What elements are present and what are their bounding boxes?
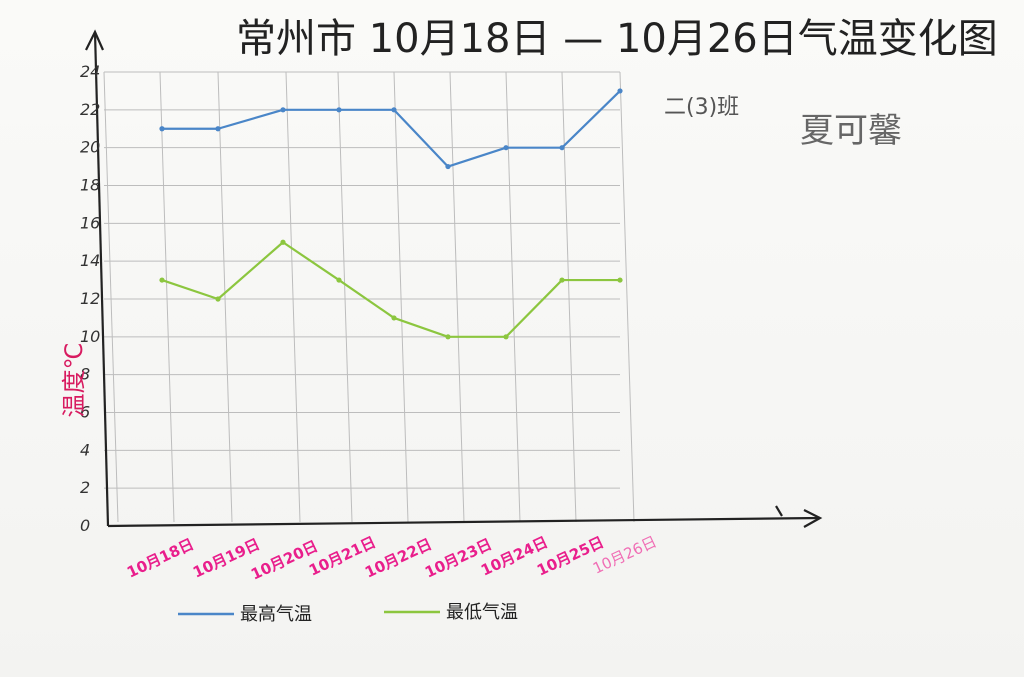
series-lines bbox=[159, 88, 623, 340]
y-tick-label: 6 bbox=[80, 403, 90, 422]
x-axis-arrow bbox=[803, 509, 823, 528]
legend: 最高气温 最低气温 bbox=[178, 602, 518, 625]
data-point bbox=[445, 163, 451, 170]
data-point bbox=[280, 239, 286, 245]
data-point bbox=[503, 334, 509, 340]
grid-line-vertical bbox=[619, 71, 635, 523]
grid-line-vertical bbox=[103, 71, 119, 523]
data-point bbox=[445, 334, 451, 340]
data-point bbox=[391, 107, 397, 113]
data-point bbox=[503, 145, 509, 151]
data-point bbox=[159, 126, 165, 132]
y-tick-label: 10 bbox=[80, 327, 100, 346]
y-axis-arrow bbox=[85, 29, 105, 51]
legend-label: 最高气温 bbox=[240, 604, 312, 625]
chart-title: 常州市 10月18日 — 10月26日气温变化图 bbox=[236, 16, 998, 62]
data-point bbox=[159, 277, 165, 283]
series-line-0 bbox=[162, 90, 621, 168]
y-tick-label: 24 bbox=[80, 62, 100, 81]
author-name: 夏可馨 bbox=[800, 111, 902, 151]
x-tick-label: 10月18日 bbox=[124, 535, 197, 582]
grid-line-vertical bbox=[217, 71, 233, 523]
x-axis bbox=[107, 516, 821, 528]
y-tick-label: 22 bbox=[80, 100, 100, 119]
x-tick-labels: 10月18日10月19日10月20日10月21日10月22日10月23日10月2… bbox=[124, 532, 659, 583]
y-tick-label: 0 bbox=[80, 516, 90, 535]
data-point bbox=[215, 296, 221, 302]
data-point bbox=[391, 315, 397, 321]
y-tick-label: 8 bbox=[80, 365, 90, 384]
y-tick-label: 12 bbox=[80, 289, 100, 308]
grid-line-vertical bbox=[393, 71, 409, 523]
data-point bbox=[215, 126, 221, 132]
y-tick-label: 2 bbox=[80, 478, 90, 497]
grid-line-vertical bbox=[449, 71, 465, 523]
data-point bbox=[617, 277, 623, 283]
grid-line-vertical bbox=[159, 71, 175, 523]
series-line-1 bbox=[161, 241, 620, 338]
grid-line-vertical bbox=[285, 71, 301, 523]
axes bbox=[85, 29, 823, 528]
y-tick-label: 18 bbox=[80, 176, 100, 195]
data-point bbox=[559, 145, 565, 151]
y-axis-label: 温度℃ bbox=[60, 343, 88, 418]
data-point bbox=[559, 277, 565, 283]
y-tick-label: 4 bbox=[80, 440, 90, 459]
class-label: 二(3)班 bbox=[664, 95, 739, 120]
grid-line-vertical bbox=[337, 71, 353, 523]
grid bbox=[103, 71, 635, 523]
grid-line-vertical bbox=[505, 71, 521, 523]
data-point bbox=[617, 88, 623, 94]
data-point bbox=[336, 277, 342, 283]
y-tick-label: 16 bbox=[80, 213, 100, 232]
data-point bbox=[280, 107, 286, 113]
data-point bbox=[336, 107, 342, 113]
y-tick-label: 14 bbox=[80, 251, 100, 270]
legend-label: 最低气温 bbox=[446, 602, 518, 623]
y-tick-label: 20 bbox=[80, 138, 100, 157]
x-axis-stray-mark bbox=[775, 505, 783, 517]
y-axis bbox=[93, 31, 110, 527]
